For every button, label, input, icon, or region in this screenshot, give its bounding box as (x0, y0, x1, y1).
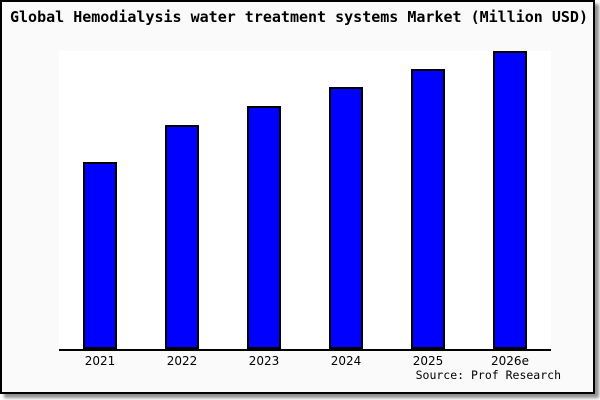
bar-2025 (411, 69, 445, 349)
bar-2026e (493, 51, 527, 349)
x-axis-labels: 2021 2022 2023 2024 2025 2026e (59, 354, 551, 368)
x-tick-label-2022: 2022 (166, 354, 198, 368)
bar-slot-2023 (223, 51, 305, 349)
x-tick-label-2023: 2023 (248, 354, 280, 368)
x-tick-label-2025: 2025 (412, 354, 444, 368)
x-tick-label-2024: 2024 (330, 354, 362, 368)
bar-slot-2024 (305, 51, 387, 349)
bar-2023 (247, 106, 281, 349)
source-credit: Source: Prof Research (415, 368, 561, 382)
bar-slot-2026e (469, 51, 551, 349)
bar-slot-2021 (59, 51, 141, 349)
bar-2022 (165, 125, 199, 349)
plot-area (59, 51, 551, 351)
chart-title: Global Hemodialysis water treatment syst… (10, 8, 588, 26)
bar-2021 (83, 162, 117, 349)
bar-slot-2025 (387, 51, 469, 349)
bar-2024 (329, 87, 363, 349)
x-tick-label-2021: 2021 (84, 354, 116, 368)
bar-slot-2022 (141, 51, 223, 349)
x-tick-label-2026e: 2026e (491, 354, 529, 368)
chart-frame: Global Hemodialysis water treatment syst… (0, 0, 595, 394)
